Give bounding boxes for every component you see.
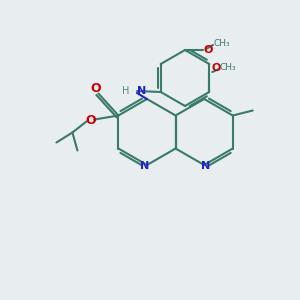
Text: N: N: [140, 161, 150, 171]
Text: CH₃: CH₃: [213, 40, 230, 49]
Text: O: O: [85, 114, 96, 127]
Text: N: N: [200, 161, 210, 171]
Text: O: O: [211, 63, 220, 73]
Text: H: H: [122, 86, 129, 96]
Text: O: O: [204, 45, 213, 55]
Text: O: O: [90, 82, 101, 95]
Text: N: N: [137, 86, 146, 96]
Text: CH₃: CH₃: [219, 64, 236, 73]
